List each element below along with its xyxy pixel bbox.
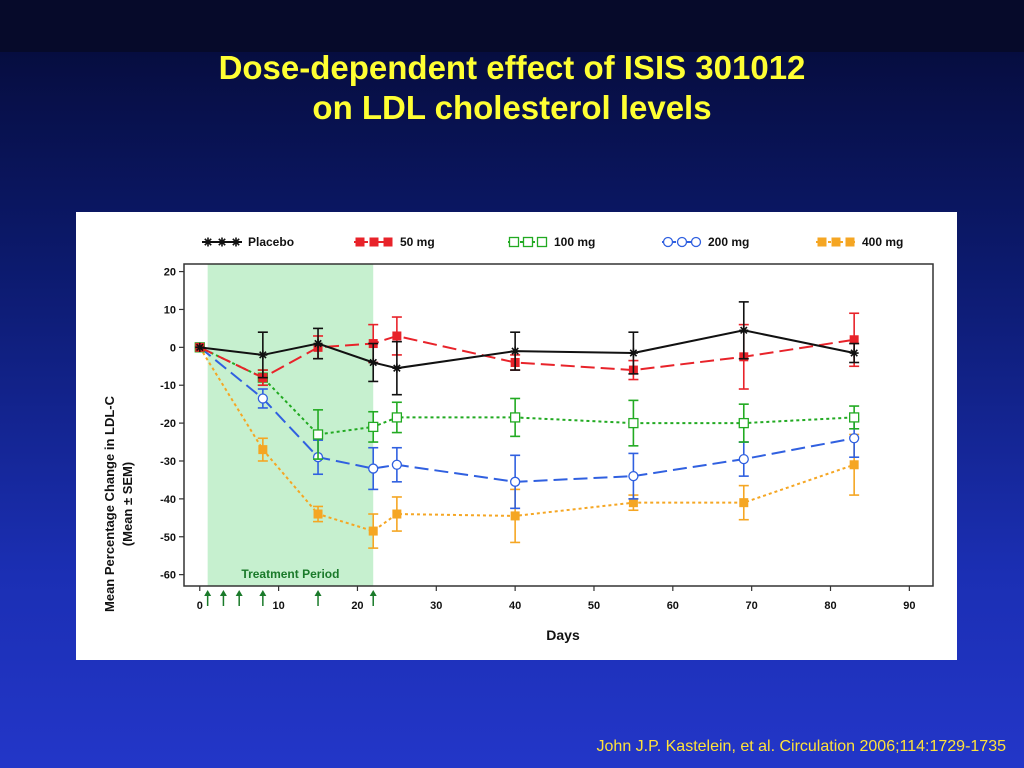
legend-marker-200-mg [662,236,674,248]
citation: John J.P. Kastelein, et al. Circulation … [596,738,1006,755]
legend-marker-100-mg [508,236,520,248]
x-tick-label: 10 [272,600,284,612]
data-point-100-mg [738,417,749,429]
x-tick-label: 50 [588,600,600,612]
legend-marker-50-mg [369,237,379,247]
data-point-400-mg [392,509,402,519]
legend-label-placebo: Placebo [248,235,294,249]
data-point-200-mg [257,393,268,404]
y-tick-label: -40 [160,494,176,506]
data-point-200-mg [391,459,403,470]
y-tick-label: 10 [164,304,176,316]
data-point-placebo [628,348,638,358]
legend-label-50-mg: 50 mg [400,235,435,249]
legend-marker-100-mg [536,236,548,248]
legend-marker-100-mg [522,236,534,248]
data-point-placebo [368,357,378,367]
data-point-100-mg [312,429,324,440]
data-point-50-mg [849,335,859,345]
dose-arrow-head [314,590,322,596]
data-point-placebo [739,325,749,335]
x-tick-label: 0 [197,600,203,612]
chart-legend: Placebo 50 mg 100 mg 200 mg 400 mg [202,235,903,249]
data-point-100-mg [391,412,403,423]
legend-marker-placebo [203,237,213,247]
data-point-400-mg [313,509,323,519]
treatment-period-shading [207,264,374,586]
legend-marker-400-mg [817,237,827,247]
legend-label-200-mg: 200 mg [708,235,749,249]
y-tick-label: 20 [164,267,176,279]
y-axis-label-line-1: Mean Percentage Change in LDL-C [102,395,117,612]
data-point-400-mg [849,460,859,470]
data-point-200-mg [628,470,639,482]
data-point-placebo [258,350,268,360]
data-point-placebo [313,339,323,349]
dose-arrow-head [219,590,227,596]
plot-area: Treatment Period 20 10 0 -10 -20 -30 -40 -50 -60 0… [160,263,934,612]
series-line-400-mg [198,346,855,533]
data-point-200-mg [368,463,379,474]
data-point-100-mg [628,417,639,429]
plot-frame [183,263,934,587]
y-tick-label: -30 [160,456,176,468]
slide-title-line-2: on LDL cholesterol levels [312,89,712,126]
x-tick-label: 20 [351,600,363,612]
chart-panel: Placebo 50 mg 100 mg 200 mg 400 mg Treatment… [76,212,957,660]
dose-arrow-head [235,590,243,596]
data-point-50-mg [392,331,402,341]
x-tick-label: 80 [824,600,836,612]
data-point-100-mg [849,412,860,423]
data-point-400-mg [628,498,638,508]
legend-marker-400-mg [845,237,855,247]
legend-marker-400-mg [831,237,841,247]
y-tick-label: -50 [160,532,176,544]
dose-arrow-head [204,590,212,596]
dose-arrow-head [369,590,377,596]
legend-marker-200-mg [676,236,688,248]
data-point-100-mg [368,421,379,433]
data-point-placebo [510,346,520,356]
data-point-placebo [392,363,402,373]
legend-marker-50-mg [383,237,393,247]
x-tick-label: 70 [746,600,758,612]
legend-marker-200-mg [690,236,702,248]
y-tick-label: 0 [170,342,176,354]
x-tick-label: 40 [509,600,521,612]
data-point-400-mg [510,511,520,521]
dose-arrow-head [259,590,267,596]
x-tick-label: 60 [667,600,679,612]
y-tick-label: -60 [160,570,176,582]
ldl-chart: Placebo 50 mg 100 mg 200 mg 400 mg Treatment… [102,235,934,643]
x-axis-label: Days [546,627,580,643]
x-tick-label: 90 [903,600,915,612]
data-point-400-mg [368,526,378,536]
data-point-400-mg [258,445,268,455]
y-tick-label: -20 [160,418,176,430]
data-point-400-mg [739,498,749,508]
legend-label-100-mg: 100 mg [554,235,595,249]
y-tick-label: -10 [160,380,176,392]
data-point-200-mg [738,453,749,465]
data-point-200-mg [849,433,860,444]
slide-title: Dose-dependent effect of ISIS 301012 on … [0,48,1024,128]
legend-marker-placebo [231,237,241,247]
data-point-200-mg [509,476,521,487]
slide-title-line-1: Dose-dependent effect of ISIS 301012 [218,49,806,86]
data-point-placebo [195,342,205,352]
treatment-period-label: Treatment Period [241,567,339,581]
legend-marker-50-mg [355,237,365,247]
data-point-100-mg [509,412,521,423]
data-point-placebo [849,348,859,358]
y-axis-label-line-2: (Mean ± SEM) [120,462,135,546]
x-tick-label: 30 [430,600,442,612]
legend-marker-placebo [217,237,227,247]
top-band [0,0,1024,52]
legend-label-400-mg: 400 mg [862,235,903,249]
